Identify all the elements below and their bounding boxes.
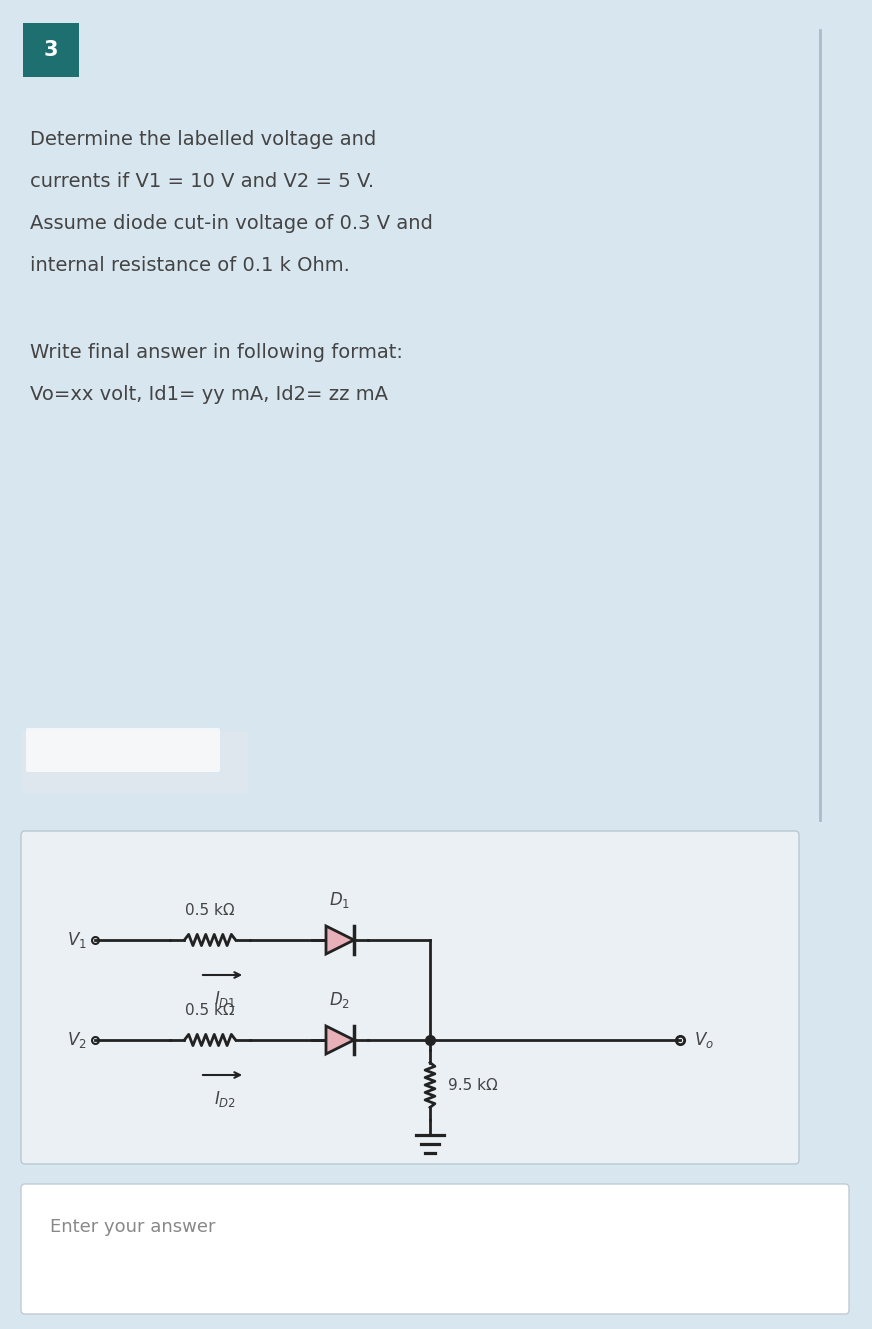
Text: Assume diode cut-in voltage of 0.3 V and: Assume diode cut-in voltage of 0.3 V and — [30, 214, 433, 233]
Polygon shape — [326, 1026, 354, 1054]
Text: 0.5 kΩ: 0.5 kΩ — [185, 902, 235, 918]
Text: internal resistance of 0.1 k Ohm.: internal resistance of 0.1 k Ohm. — [30, 256, 350, 275]
FancyBboxPatch shape — [26, 728, 220, 772]
FancyBboxPatch shape — [23, 23, 79, 77]
Text: $V_1$: $V_1$ — [67, 930, 87, 950]
Text: 9.5 kΩ: 9.5 kΩ — [448, 1078, 498, 1092]
Text: 3: 3 — [44, 40, 58, 60]
FancyBboxPatch shape — [6, 7, 856, 824]
Text: Vo=xx volt, Id1= yy mA, Id2= zz mA: Vo=xx volt, Id1= yy mA, Id2= zz mA — [30, 385, 388, 404]
Text: $D_2$: $D_2$ — [330, 990, 351, 1010]
Text: 0.5 kΩ: 0.5 kΩ — [185, 1003, 235, 1018]
Polygon shape — [326, 926, 354, 954]
Text: currents if V1 = 10 V and V2 = 5 V.: currents if V1 = 10 V and V2 = 5 V. — [30, 171, 374, 191]
Text: $D_1$: $D_1$ — [330, 890, 351, 910]
FancyBboxPatch shape — [22, 732, 248, 793]
Text: Determine the labelled voltage and: Determine the labelled voltage and — [30, 130, 376, 149]
Text: $V_o$: $V_o$ — [694, 1030, 714, 1050]
Text: $I_{D2}$: $I_{D2}$ — [214, 1088, 236, 1108]
Text: Write final answer in following format:: Write final answer in following format: — [30, 343, 403, 361]
FancyBboxPatch shape — [21, 831, 799, 1164]
FancyBboxPatch shape — [21, 1184, 849, 1314]
Text: $I_{D1}$: $I_{D1}$ — [214, 989, 236, 1009]
Text: $V_2$: $V_2$ — [67, 1030, 87, 1050]
Text: Enter your answer: Enter your answer — [50, 1217, 215, 1236]
